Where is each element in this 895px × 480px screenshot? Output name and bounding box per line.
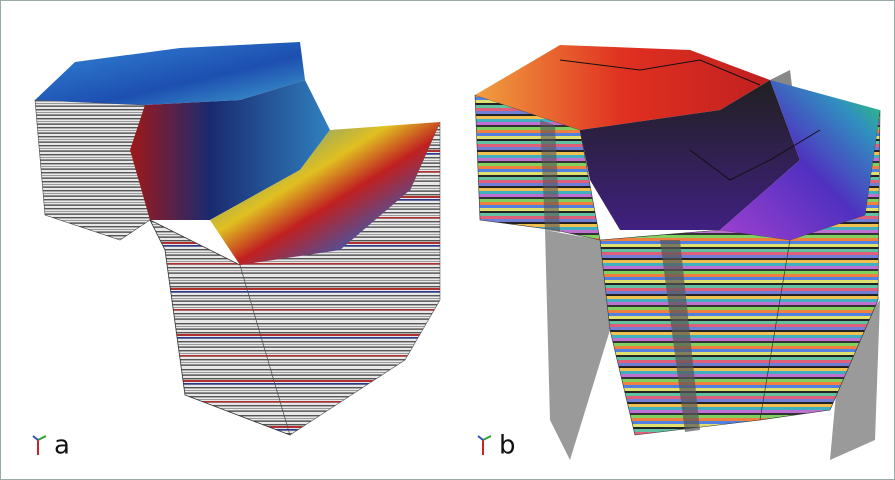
panel-label: b	[499, 431, 516, 461]
axis-icon	[477, 435, 492, 455]
panel-b-volume	[474, 45, 881, 460]
axis-icon	[32, 435, 47, 455]
panel-label: a	[54, 431, 70, 461]
panel-a-volume	[34, 42, 441, 436]
